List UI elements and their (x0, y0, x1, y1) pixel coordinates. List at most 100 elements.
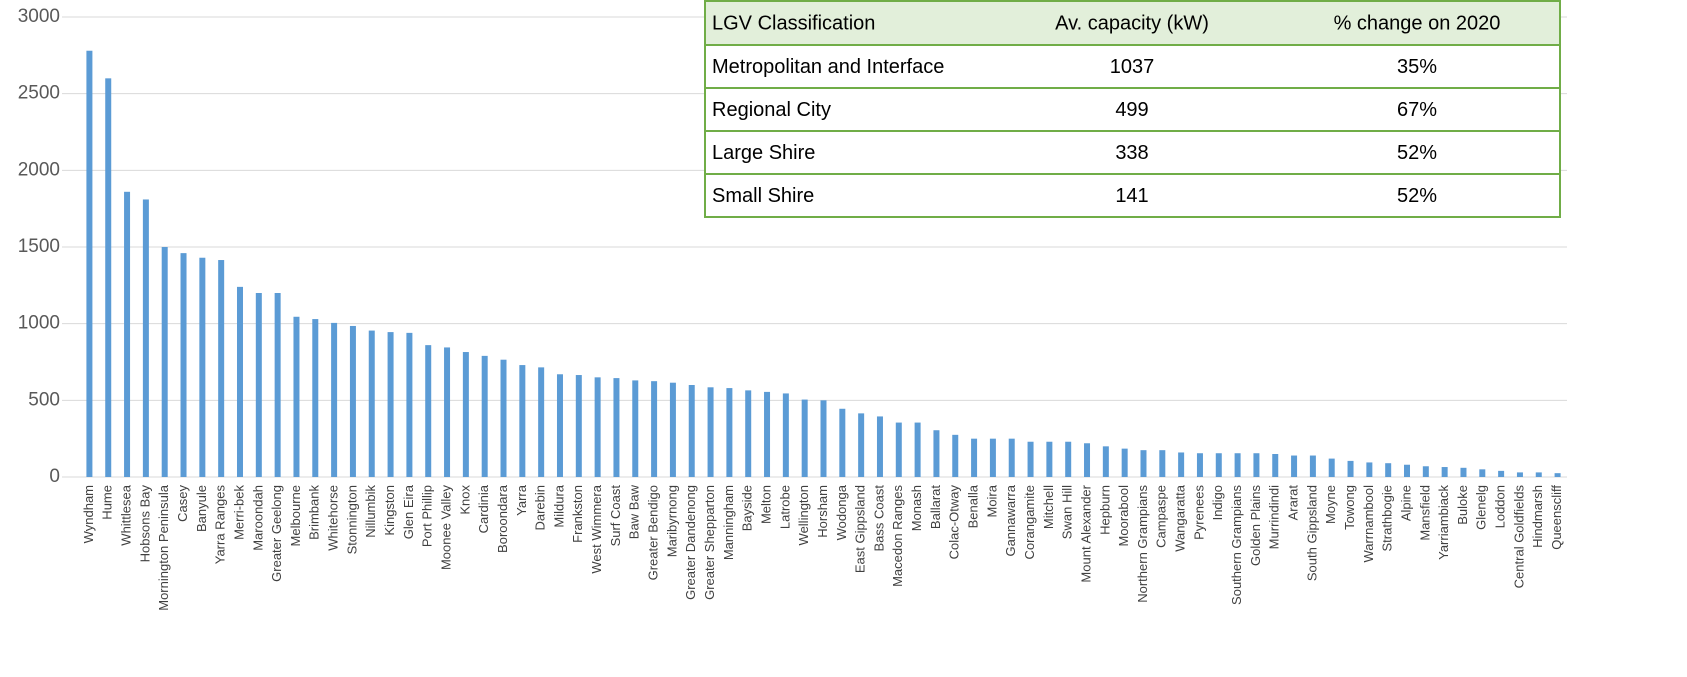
x-tick-label: Greater Dandenong (683, 485, 698, 600)
x-tick-label: Ballarat (928, 485, 943, 529)
bar (105, 78, 112, 477)
x-tick-label: Wangaratta (1173, 484, 1188, 551)
bar (989, 438, 996, 477)
y-tick-label: 2500 (18, 83, 60, 104)
bar (1046, 441, 1053, 477)
table: LGV Classification Av. capacity (kW) % cha… (704, 0, 1561, 218)
x-tick-label: Nillumbik (363, 485, 378, 538)
bar (1272, 454, 1279, 477)
table-cell: 52% (1397, 142, 1437, 164)
table-row (704, 87, 1561, 132)
x-tick-label: Indigo (1210, 485, 1225, 520)
bar (538, 367, 545, 477)
x-tick-label: Warrnambool (1361, 485, 1376, 563)
x-tick-label: Greater Bendigo (646, 485, 661, 580)
bar (613, 378, 620, 477)
bar (1140, 450, 1147, 477)
bar (764, 391, 771, 477)
table-row (704, 44, 1561, 89)
x-tick-label: Alpine (1398, 485, 1413, 521)
x-tick-label: Kingston (382, 485, 397, 536)
bar (444, 347, 451, 477)
x-tick-label: Moorabool (1116, 485, 1131, 547)
x-tick-label: Ararat (1286, 485, 1301, 521)
bar (255, 293, 262, 477)
x-tick-label: Yarriambiack (1436, 485, 1451, 560)
x-tick-label: West Wimmera (589, 484, 604, 573)
x-tick-label: Hepburn (1097, 485, 1112, 535)
bar (1516, 472, 1523, 477)
y-tick-label: 0 (49, 466, 60, 487)
bar (1178, 452, 1185, 477)
x-tick-label: Colac-Otway (947, 485, 962, 560)
x-tick-label: Southern Grampians (1229, 485, 1244, 605)
x-tick-label: Merri-bek (231, 485, 246, 540)
x-tick-label: Murrindindi (1267, 485, 1282, 549)
x-tick-label: Yarra (514, 484, 529, 516)
table-cell: 1037 (1110, 56, 1155, 78)
bar (1309, 455, 1316, 477)
bar (236, 286, 243, 477)
table-cell: 35% (1397, 56, 1437, 78)
bar (1253, 453, 1260, 477)
table-cell: 499 (1115, 99, 1148, 121)
bar (914, 422, 921, 477)
bar (274, 293, 281, 477)
table-cell: 67% (1397, 99, 1437, 121)
bar (1498, 470, 1505, 477)
x-tick-label: Latrobe (777, 485, 792, 529)
table-row (704, 130, 1561, 175)
bar (1121, 448, 1128, 477)
x-tick-label: Melton (758, 485, 773, 524)
bar (801, 399, 808, 477)
x-tick-label: Pyrenees (1191, 485, 1206, 540)
bar (462, 352, 469, 477)
x-tick-label: Macedon Ranges (890, 485, 905, 587)
x-tick-label: Mildura (551, 484, 566, 527)
bar (519, 365, 526, 477)
bar (1291, 455, 1298, 477)
x-tick-label: Moonee Valley (438, 485, 453, 571)
bar (406, 332, 413, 477)
bar (387, 332, 394, 477)
x-tick-label: Whitehorse (326, 485, 341, 551)
table-cell: Regional City (712, 99, 831, 121)
bar (1535, 472, 1542, 477)
x-tick-label: Maribyrnong (664, 485, 679, 557)
bar (669, 382, 676, 477)
x-tick-label: Greater Geelong (269, 485, 284, 582)
x-tick-label: Wyndham (81, 485, 96, 543)
x-tick-label: Mount Alexander (1078, 484, 1093, 582)
bar (1385, 463, 1392, 477)
bar (858, 413, 865, 477)
bar (1027, 441, 1034, 477)
bar (839, 408, 846, 477)
header-cell: Av. capacity (kW) (1055, 12, 1209, 34)
x-tick-label: Horsham (815, 485, 830, 538)
x-tick-label: Manningham (721, 485, 736, 560)
x-tick-label: East Gippsland (853, 485, 868, 573)
table-cell: 141 (1115, 185, 1148, 207)
bar (651, 381, 658, 477)
bar (1102, 446, 1109, 477)
bar (1159, 450, 1166, 477)
table-cell: 338 (1115, 142, 1148, 164)
x-tick-label: Loddon (1493, 485, 1508, 528)
bar (575, 375, 582, 477)
bar (1234, 453, 1241, 477)
bar (161, 247, 168, 477)
x-tick-label: Gannawarra (1003, 484, 1018, 556)
bar (331, 322, 338, 477)
bar (199, 257, 206, 477)
x-tick-label: Boroondara (495, 484, 510, 553)
y-tick-label: 1000 (18, 313, 60, 334)
bar (1366, 462, 1373, 477)
bar (293, 316, 300, 477)
x-tick-label: Darebin (533, 485, 548, 531)
bar (500, 359, 507, 477)
x-tick-label: Hindmarsh (1530, 485, 1545, 548)
x-tick-label: Northern Grampians (1135, 485, 1150, 603)
bar (594, 377, 601, 477)
bar (1065, 441, 1072, 477)
bar (124, 191, 131, 478)
